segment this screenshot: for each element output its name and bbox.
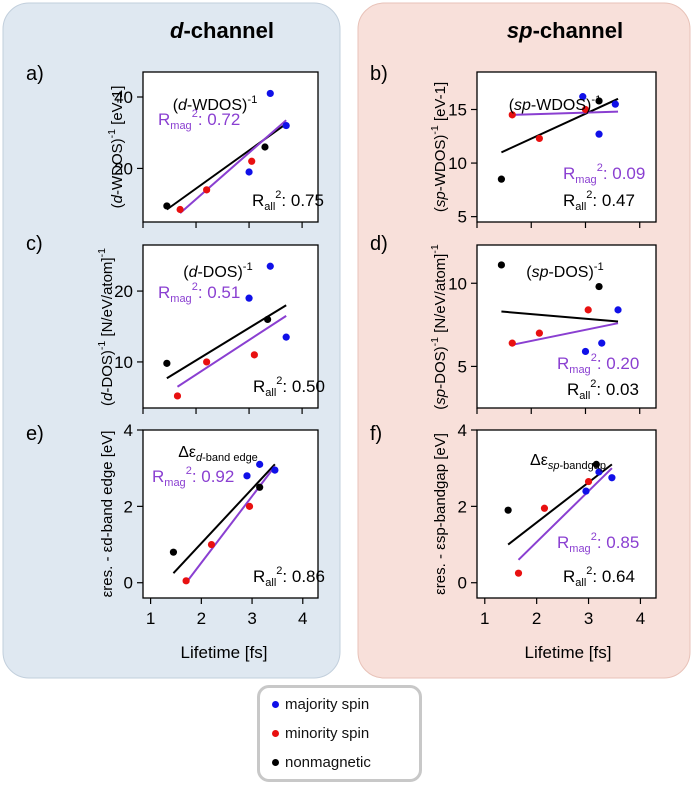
x-tick-label: 1 [146,609,155,628]
panel-label: c) [26,233,43,255]
data-point-minority [515,570,522,577]
data-point-majority [245,168,252,175]
subplot-title: (sp-DOS)-1 [526,261,604,281]
y-axis-label: (sp-DOS)-1 [N/eV/atom]-1 [429,244,449,410]
data-point-minority [585,478,592,485]
x-tick-label: 4 [298,609,307,628]
data-point-majority [582,487,589,494]
x-tick-label: 2 [532,609,541,628]
x-tick-label: 3 [584,609,593,628]
y-tick-label: 15 [448,101,467,120]
data-point-majority [245,295,252,302]
d-channel-title: d-channel [170,18,274,43]
r-squared-all: Rall2: 0.03 [567,378,639,402]
r-squared-all: Rall2: 0.86 [253,565,325,589]
data-point-majority [582,348,589,355]
data-point-minority [248,158,255,165]
x-tick-label: 1 [480,609,489,628]
y-tick-label: 4 [124,421,133,440]
y-tick-label: 4 [458,421,467,440]
data-point-majority [612,101,619,108]
data-point-minority [536,330,543,337]
r-squared-all: Rall2: 0.47 [563,189,635,213]
data-point-majority [614,306,621,313]
r-squared-all: Rall2: 0.64 [563,565,635,589]
y-tick-label: 10 [114,353,133,372]
data-point-nonmagnetic [261,143,268,150]
data-point-nonmagnetic [264,316,271,323]
legend-label-nonmagnetic: nonmagnetic [285,754,371,771]
data-point-nonmagnetic [595,283,602,290]
y-tick-label: 0 [458,574,467,593]
legend-label-minority: minority spin [285,725,369,742]
legend-item-nonmagnetic: nonmagnetic [272,754,371,771]
x-axis-label-right: Lifetime [fs] [525,643,612,662]
y-tick-label: 5 [458,208,467,227]
legend-label-majority: majority spin [285,696,369,713]
data-point-minority [541,505,548,512]
data-point-minority [177,206,184,213]
data-point-nonmagnetic [170,549,177,556]
x-tick-label: 4 [636,609,645,628]
sp-channel-title: sp-channel [507,18,623,43]
legend: majority spin minority spin nonmagnetic [257,685,422,782]
y-axis-label: (sp-WDOS)-1 [eV-1] [429,82,449,212]
data-point-majority [267,263,274,270]
data-point-minority [174,392,181,399]
r-squared-all: Rall2: 0.50 [253,375,325,399]
x-axis-label-left: Lifetime [fs] [181,643,268,662]
data-point-majority [243,472,250,479]
data-point-minority [203,186,210,193]
x-tick-label: 3 [247,609,256,628]
data-point-nonmagnetic [498,261,505,268]
panel-label: b) [370,63,388,85]
data-point-minority [536,135,543,142]
data-point-majority [595,131,602,138]
majority-marker [272,701,279,708]
x-tick-label: 2 [197,609,206,628]
data-point-majority [267,90,274,97]
subplot-title: (d-DOS)-1 [183,261,253,281]
subplot-title: (sp-WDOS)-1 [509,94,602,114]
data-point-majority [608,474,615,481]
data-point-nonmagnetic [163,202,170,209]
data-point-minority [208,541,215,548]
data-point-nonmagnetic [498,176,505,183]
data-point-minority [585,306,592,313]
panel-label: d) [370,233,388,255]
data-point-majority [598,340,605,347]
data-point-minority [509,340,516,347]
data-point-nonmagnetic [256,484,263,491]
y-tick-label: 5 [458,357,467,376]
y-tick-label: 2 [458,497,467,516]
data-point-majority [271,466,278,473]
legend-item-minority: minority spin [272,725,369,742]
panel-label: f) [370,423,382,445]
y-axis-label: εres. - εsp-bandgap [eV] [432,433,449,595]
y-tick-label: 10 [448,274,467,293]
y-axis-label: εres. - εd-band edge [eV] [99,431,116,598]
data-point-minority [246,503,253,510]
y-tick-label: 20 [114,282,133,301]
data-point-minority [251,351,258,358]
panel-label: a) [26,63,44,85]
y-tick-label: 0 [124,574,133,593]
y-tick-label: 2 [124,497,133,516]
data-point-majority [283,122,290,129]
y-axis-label: (d-WDOS)-1 [eV-1] [106,86,126,209]
data-point-nonmagnetic [505,507,512,514]
data-point-majority [283,334,290,341]
data-point-minority [183,577,190,584]
nonmagnetic-marker [272,759,279,766]
panel-label: e) [26,423,44,445]
legend-item-majority: majority spin [272,696,369,713]
data-point-minority [203,358,210,365]
minority-marker [272,730,279,737]
y-tick-label: 10 [448,154,467,173]
y-axis-label: (d-DOS)-1 [N/eV/atom]-1 [96,248,116,406]
data-point-nonmagnetic [163,360,170,367]
r-squared-all: Rall2: 0.75 [252,189,324,213]
